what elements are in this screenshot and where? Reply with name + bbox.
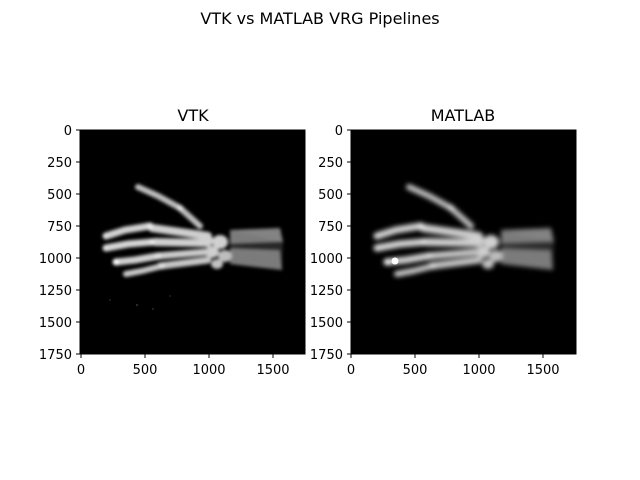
panel-matlab: MATLAB 0 250 500 750 1000 — [310, 106, 577, 378]
highlight-spot — [391, 257, 399, 265]
y-tick-label: 1250 — [39, 284, 72, 299]
y-axis — [76, 129, 80, 355]
x-axis — [350, 354, 544, 358]
render-noise — [109, 295, 171, 310]
x-tick-label: 0 — [347, 363, 355, 378]
figure-title: VTK vs MATLAB VRG Pipelines — [200, 9, 439, 28]
y-tick-label: 1000 — [310, 252, 343, 267]
x-tick-label: 1500 — [256, 363, 289, 378]
y-tick-label: 1750 — [39, 348, 72, 363]
panel-title: MATLAB — [431, 106, 495, 125]
y-tick-label: 1000 — [39, 252, 72, 267]
y-tick-label: 250 — [47, 156, 72, 171]
y-tick-label: 750 — [318, 220, 343, 235]
y-tick-label: 1500 — [310, 316, 343, 331]
x-axis — [80, 354, 274, 358]
y-tick-label: 750 — [47, 220, 72, 235]
panel-title: VTK — [177, 106, 209, 125]
x-tick-labels: 0 500 1000 1500 — [347, 363, 560, 378]
x-tick-labels: 0 500 1000 1500 — [77, 363, 290, 378]
y-tick-label: 500 — [47, 188, 72, 203]
x-tick-label: 500 — [403, 363, 428, 378]
x-tick-label: 500 — [133, 363, 158, 378]
axes-frame — [350, 129, 577, 355]
y-tick-label: 1250 — [310, 284, 343, 299]
y-axis — [347, 129, 351, 355]
panel-vtk: VTK 0 2 — [39, 106, 306, 378]
y-tick-label: 0 — [335, 124, 343, 139]
y-tick-label: 500 — [318, 188, 343, 203]
image-matlab — [351, 130, 576, 354]
y-tick-labels: 0 250 500 750 1000 1250 1500 1750 — [310, 124, 343, 363]
x-tick-label: 1500 — [526, 363, 559, 378]
y-tick-label: 0 — [64, 124, 72, 139]
y-tick-labels: 0 250 500 750 1000 1250 1500 1750 — [39, 124, 72, 363]
axes-frame — [79, 129, 306, 355]
image-vtk — [80, 130, 305, 354]
y-tick-label: 250 — [318, 156, 343, 171]
y-tick-label: 1500 — [39, 316, 72, 331]
x-tick-label: 0 — [77, 363, 85, 378]
y-tick-label: 1750 — [310, 348, 343, 363]
x-tick-label: 1000 — [192, 363, 225, 378]
x-tick-label: 1000 — [462, 363, 495, 378]
